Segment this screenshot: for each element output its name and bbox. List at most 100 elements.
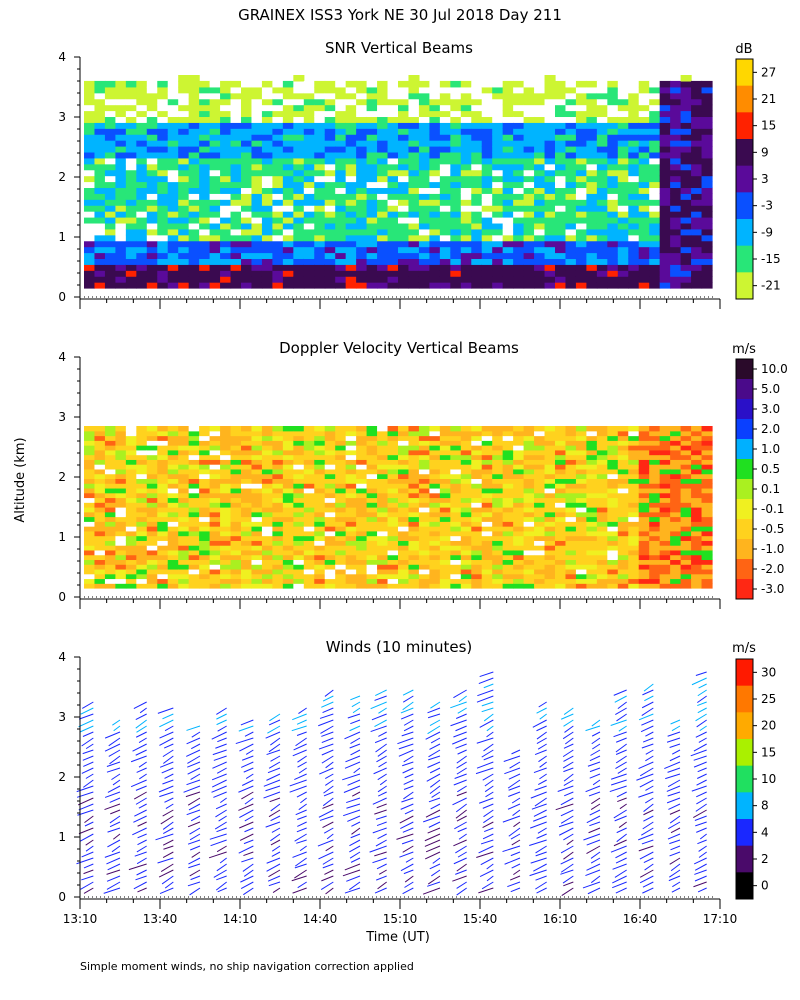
snr-cell xyxy=(387,234,399,242)
snr-cell xyxy=(261,187,273,194)
snr-cell xyxy=(596,92,608,100)
snr-cell xyxy=(659,104,671,112)
doppler-cell xyxy=(282,554,294,561)
snr-cell xyxy=(84,181,96,189)
snr-cell xyxy=(188,134,200,141)
colorbar-swatch xyxy=(736,359,753,380)
snr-cell xyxy=(209,92,221,100)
wind-barb xyxy=(427,707,441,714)
snr-cell xyxy=(659,276,671,283)
snr-cell xyxy=(408,199,420,206)
wind-barb xyxy=(403,791,414,800)
doppler-cell xyxy=(471,478,483,484)
doppler-cell xyxy=(293,535,305,541)
doppler-cell xyxy=(293,497,305,503)
snr-cell xyxy=(659,234,671,242)
doppler-cell xyxy=(104,526,116,532)
doppler-cell xyxy=(439,568,451,575)
wind-barb xyxy=(642,881,654,888)
doppler-cell xyxy=(157,492,169,499)
doppler-cell xyxy=(94,497,106,503)
snr-cell xyxy=(586,86,598,94)
colorbar-label: -1.0 xyxy=(761,542,784,556)
doppler-cell xyxy=(94,559,106,565)
snr-cell xyxy=(450,217,462,224)
snr-cell xyxy=(136,146,148,153)
snr-cell xyxy=(115,282,127,289)
snr-cell xyxy=(565,116,577,123)
snr-cell xyxy=(439,175,451,183)
doppler-cell xyxy=(356,445,368,451)
snr-cell xyxy=(178,228,190,236)
snr-cell xyxy=(649,122,661,129)
snr-cell xyxy=(188,270,200,277)
doppler-cell xyxy=(450,487,462,494)
doppler-cell xyxy=(429,511,441,518)
doppler-cell xyxy=(251,554,263,561)
snr-cell xyxy=(450,116,462,123)
doppler-cell xyxy=(282,526,294,532)
doppler-cell xyxy=(628,521,640,527)
doppler-cell xyxy=(199,435,211,441)
doppler-cell xyxy=(104,440,116,446)
snr-cell xyxy=(387,163,399,171)
snr-cell xyxy=(314,146,326,153)
doppler-cell xyxy=(84,468,96,475)
doppler-cell xyxy=(523,459,535,465)
doppler-cell xyxy=(555,459,567,465)
wind-barb xyxy=(133,791,147,800)
doppler-cell xyxy=(125,521,137,527)
snr-cell xyxy=(136,193,148,200)
doppler-cell xyxy=(188,464,200,470)
doppler-cell xyxy=(178,440,190,446)
snr-cell xyxy=(586,98,598,106)
snr-cell xyxy=(398,217,410,224)
snr-cell xyxy=(178,151,190,159)
wind-barb xyxy=(402,689,414,696)
snr-cell xyxy=(125,217,137,224)
snr-cell xyxy=(701,163,713,171)
snr-cell xyxy=(230,264,242,271)
snr-cell xyxy=(209,134,221,141)
snr-cell xyxy=(628,157,640,165)
wind-barb xyxy=(263,779,281,787)
snr-cell xyxy=(408,80,420,88)
snr-cell xyxy=(460,175,472,183)
snr-cell xyxy=(680,264,692,271)
doppler-cell xyxy=(659,535,671,541)
snr-cell xyxy=(555,110,567,118)
snr-cell xyxy=(565,282,577,289)
doppler-cell xyxy=(324,440,336,446)
doppler-cell xyxy=(418,449,430,456)
doppler-cell xyxy=(575,583,587,589)
doppler-cell xyxy=(555,468,567,475)
snr-cell xyxy=(617,163,629,171)
snr-cell xyxy=(136,104,148,112)
doppler-cell xyxy=(471,583,483,589)
snr-cell xyxy=(167,211,179,218)
doppler-cell xyxy=(460,487,472,494)
doppler-cell xyxy=(125,473,137,480)
wind-barb xyxy=(164,881,174,889)
wind-barb xyxy=(424,839,441,847)
doppler-cell xyxy=(104,573,116,580)
doppler-cell xyxy=(125,449,137,456)
snr-cell xyxy=(251,98,263,106)
wind-barb xyxy=(589,767,601,773)
doppler-cell xyxy=(345,454,357,460)
snr-cell xyxy=(94,270,106,277)
doppler-cell xyxy=(272,478,284,484)
wind-barb xyxy=(268,881,281,887)
doppler-cell xyxy=(492,521,504,527)
doppler-cell xyxy=(366,564,378,570)
doppler-cell xyxy=(575,559,587,565)
wind-barb xyxy=(377,773,387,781)
snr-cell xyxy=(502,252,514,260)
snr-cell xyxy=(523,234,535,242)
snr-cell xyxy=(94,240,106,248)
doppler-cell xyxy=(429,521,441,527)
doppler-cell xyxy=(241,507,253,513)
snr-cell xyxy=(188,128,200,135)
snr-cell xyxy=(272,92,284,100)
